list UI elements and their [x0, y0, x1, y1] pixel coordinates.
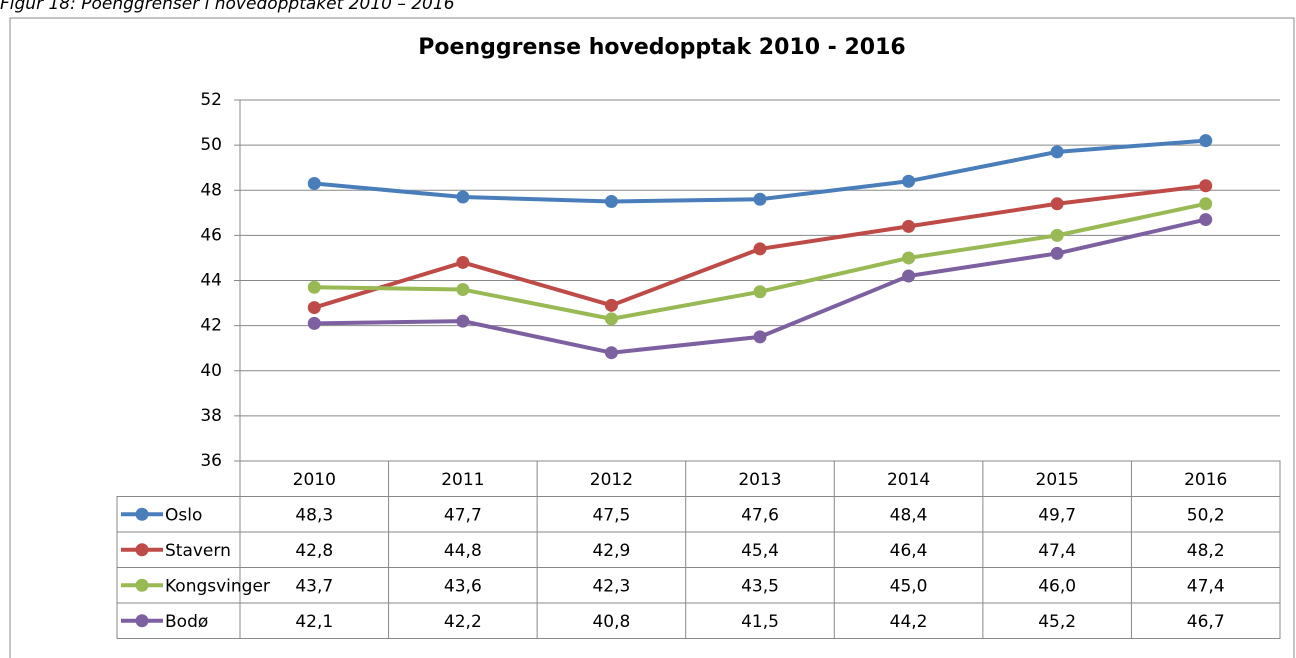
series-marker — [902, 219, 916, 233]
series-line — [314, 138, 1206, 204]
caption: Figur 18: Poenggrenser i hovedopptaket 2… — [0, 0, 455, 14]
series-marker — [604, 298, 618, 312]
series-marker — [604, 195, 618, 209]
series-marker — [1199, 179, 1213, 193]
x-tick-label: 2016 — [1184, 470, 1227, 490]
series-marker — [1199, 213, 1213, 227]
y-tick-label: 38 — [200, 406, 222, 426]
series-marker — [1050, 246, 1064, 260]
table-value: 47,4 — [1187, 576, 1225, 596]
chart-title: Poenggrense hovedopptak 2010 - 2016 — [418, 35, 905, 60]
series-marker — [753, 242, 767, 256]
series-marker — [1050, 228, 1064, 242]
legend-marker — [135, 614, 149, 628]
table-value: 42,8 — [295, 541, 333, 561]
legend-label: Bodø — [165, 612, 208, 632]
legend-marker — [135, 543, 149, 557]
x-tick-label: 2015 — [1036, 470, 1079, 490]
series-marker — [1050, 145, 1064, 159]
series-marker — [753, 285, 767, 299]
series-marker — [1050, 197, 1064, 211]
legend-label: Stavern — [165, 541, 231, 561]
series-marker — [753, 192, 767, 206]
series-marker — [456, 190, 470, 204]
table-value: 45,4 — [741, 541, 779, 561]
legend-marker — [135, 507, 149, 521]
y-tick-label: 42 — [200, 316, 222, 336]
table-value: 45,2 — [1038, 612, 1076, 632]
y-tick-label: 36 — [200, 451, 222, 471]
table-value: 42,2 — [444, 612, 482, 632]
table-value: 44,8 — [444, 541, 482, 561]
legend-label: Oslo — [165, 505, 202, 525]
x-tick-label: 2010 — [293, 470, 336, 490]
y-tick-label: 52 — [200, 90, 222, 110]
y-tick-label: 48 — [200, 180, 222, 200]
series-marker — [753, 330, 767, 344]
table-value: 46,0 — [1038, 576, 1076, 596]
series-marker — [307, 176, 321, 190]
table-value: 46,7 — [1187, 612, 1225, 632]
table-value: 43,6 — [444, 576, 482, 596]
table-value: 47,5 — [592, 505, 630, 525]
y-tick-label: 50 — [200, 135, 222, 155]
table-grid — [116, 460, 1281, 639]
series-marker — [307, 316, 321, 330]
table-value: 43,5 — [741, 576, 779, 596]
series-marker — [902, 269, 916, 283]
table-value: 48,2 — [1187, 541, 1225, 561]
series-line — [314, 201, 1207, 321]
series-marker — [604, 312, 618, 326]
series-marker — [456, 283, 470, 297]
table-value: 47,7 — [444, 505, 482, 525]
series-marker — [604, 346, 618, 360]
series-marker — [1199, 197, 1213, 211]
series-marker — [1199, 134, 1213, 148]
series-marker — [902, 174, 916, 188]
legend-label: Kongsvinger — [165, 576, 270, 596]
table-value: 45,0 — [890, 576, 928, 596]
x-tick-label: 2012 — [590, 470, 633, 490]
series-marker — [902, 251, 916, 265]
chart-frame — [9, 17, 1295, 658]
x-tick-label: 2014 — [887, 470, 930, 490]
series-marker — [307, 280, 321, 294]
table-value: 42,3 — [592, 576, 630, 596]
table-value: 50,2 — [1187, 505, 1225, 525]
table-value: 48,4 — [890, 505, 928, 525]
table-value: 47,4 — [1038, 541, 1076, 561]
y-tick-label: 40 — [200, 361, 222, 381]
table-value: 48,3 — [295, 505, 333, 525]
series-marker — [456, 255, 470, 269]
legend-marker — [135, 578, 149, 592]
table-value: 43,7 — [295, 576, 333, 596]
y-tick-label: 44 — [200, 271, 222, 291]
table-value: 42,9 — [592, 541, 630, 561]
y-tick-label: 46 — [200, 225, 222, 245]
table-value: 47,6 — [741, 505, 779, 525]
series-marker — [307, 301, 321, 315]
x-tick-label: 2011 — [441, 470, 484, 490]
table-value: 49,7 — [1038, 505, 1076, 525]
table-value: 40,8 — [592, 612, 630, 632]
table-value: 41,5 — [741, 612, 779, 632]
series-marker — [456, 314, 470, 328]
x-tick-label: 2013 — [738, 470, 781, 490]
table-value: 44,2 — [890, 612, 928, 632]
table-value: 42,1 — [295, 612, 333, 632]
table-value: 46,4 — [890, 541, 928, 561]
